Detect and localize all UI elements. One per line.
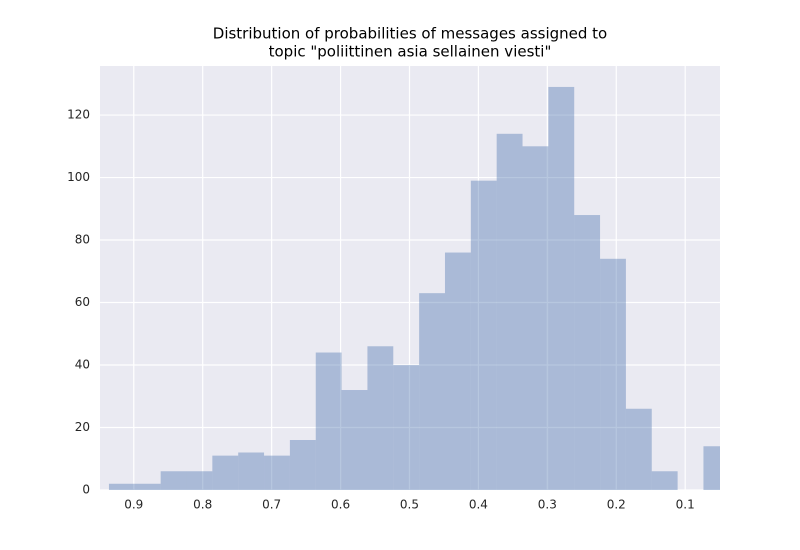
bar: [703, 446, 720, 490]
x-tick-label: 0.6: [331, 498, 350, 512]
bar: [651, 471, 678, 490]
x-tick-label: 0.2: [607, 498, 626, 512]
x-tick-label: 0.7: [262, 498, 281, 512]
bar: [108, 483, 135, 490]
y-tick-label: 20: [75, 420, 90, 434]
bar: [548, 86, 575, 490]
bar: [315, 352, 342, 490]
bar: [238, 452, 265, 490]
bar: [522, 146, 549, 490]
bar: [341, 390, 368, 490]
x-tick-label: 0.5: [400, 498, 419, 512]
x-tick-label: 0.3: [538, 498, 557, 512]
bar: [444, 252, 471, 490]
bar: [264, 455, 290, 490]
chart-title: topic "poliittinen asia sellainen viesti…: [269, 43, 552, 61]
y-tick-label: 100: [67, 170, 90, 184]
chart-title: Distribution of probabilities of message…: [213, 25, 607, 43]
y-tick-label: 120: [67, 108, 90, 122]
x-tick-label: 0.4: [469, 498, 488, 512]
bar: [600, 258, 626, 490]
y-tick-label: 60: [75, 295, 90, 309]
x-tick-label: 0.8: [193, 498, 212, 512]
bar: [470, 180, 497, 490]
bar: [289, 440, 316, 490]
bar: [419, 293, 445, 490]
grid: [100, 66, 720, 491]
bar: [574, 215, 601, 490]
x-tick-label: 0.1: [676, 498, 695, 512]
y-tick-label: 0: [82, 483, 90, 497]
bar: [367, 346, 394, 490]
bar: [212, 455, 239, 490]
bars: [108, 86, 720, 490]
y-tick-label: 40: [75, 358, 90, 372]
bar: [160, 471, 187, 490]
bar: [625, 408, 652, 490]
x-tick-label: 0.9: [124, 498, 143, 512]
bar: [393, 365, 420, 490]
bar: [186, 471, 213, 490]
y-tick-label: 80: [75, 233, 90, 247]
bar: [134, 483, 161, 490]
bar: [496, 133, 523, 490]
